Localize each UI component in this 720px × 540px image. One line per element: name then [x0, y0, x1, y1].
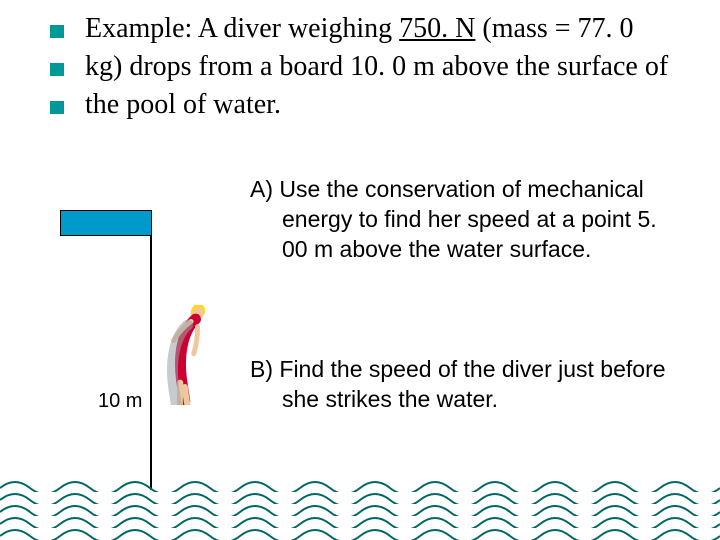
diagram: 10 m: [50, 200, 230, 490]
part-a-body: A) Use the conservation of mechanical en…: [250, 175, 670, 265]
part-b-body: B) Find the speed of the diver just befo…: [250, 355, 670, 415]
part-b-block: B) Find the speed of the diver just befo…: [250, 355, 670, 415]
slide: Example: A diver weighing 750. N (mass =…: [0, 0, 720, 540]
height-label: 10 m: [98, 390, 142, 413]
title-underline: 750. N: [399, 13, 475, 44]
part-a-block: A) Use the conservation of mechanical en…: [250, 175, 670, 265]
title-text: Example: A diver weighing 750. N (mass =…: [85, 10, 675, 123]
title-pre: Example: A diver weighing: [85, 13, 399, 44]
bullet-icon: [50, 63, 64, 76]
wave-row: [0, 526, 720, 540]
part-b-text: B) Find the speed of the diver just befo…: [250, 355, 670, 415]
part-a-text: A) Use the conservation of mechanical en…: [250, 175, 670, 265]
title-block: Example: A diver weighing 750. N (mass =…: [85, 10, 675, 123]
title-bullets: [50, 15, 75, 115]
bullet-icon: [50, 101, 64, 114]
water: [0, 478, 720, 540]
bullet-icon: [50, 25, 64, 38]
diving-board: [60, 210, 152, 236]
diver-icon: [165, 305, 220, 405]
board-pole: [150, 236, 152, 490]
